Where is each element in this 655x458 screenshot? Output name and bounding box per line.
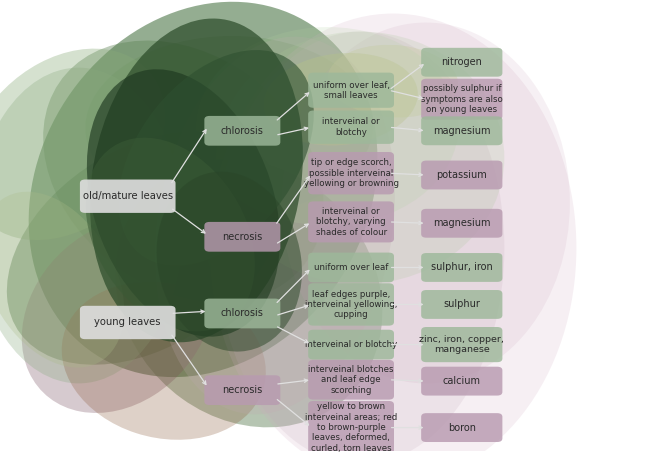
Text: sulphur: sulphur (443, 300, 480, 310)
FancyBboxPatch shape (309, 283, 394, 326)
Ellipse shape (90, 18, 303, 342)
FancyBboxPatch shape (309, 401, 394, 454)
Text: necrosis: necrosis (222, 385, 263, 395)
Ellipse shape (157, 172, 302, 352)
Text: potassium: potassium (436, 170, 487, 180)
FancyBboxPatch shape (421, 161, 502, 190)
Ellipse shape (263, 53, 418, 146)
Ellipse shape (196, 27, 458, 225)
Text: magnesium: magnesium (433, 218, 491, 228)
Ellipse shape (216, 32, 504, 284)
Text: sulphur, iron: sulphur, iron (431, 262, 493, 273)
Ellipse shape (43, 41, 324, 302)
FancyBboxPatch shape (421, 367, 502, 396)
Ellipse shape (216, 32, 504, 458)
Ellipse shape (22, 218, 214, 413)
Ellipse shape (85, 36, 373, 217)
Ellipse shape (87, 69, 280, 337)
Text: calcium: calcium (443, 376, 481, 386)
Text: old/mature leaves: old/mature leaves (83, 191, 173, 201)
Text: nitrogen: nitrogen (441, 57, 482, 67)
Ellipse shape (29, 2, 377, 377)
Text: boron: boron (448, 423, 476, 433)
Text: magnesium: magnesium (433, 126, 491, 136)
FancyBboxPatch shape (309, 110, 394, 144)
Text: uniform over leaf,
small leaves: uniform over leaf, small leaves (312, 81, 390, 100)
Ellipse shape (0, 192, 124, 368)
Ellipse shape (7, 131, 282, 365)
FancyBboxPatch shape (309, 330, 394, 360)
Text: uniform over leaf: uniform over leaf (314, 263, 388, 272)
FancyBboxPatch shape (80, 180, 176, 213)
FancyBboxPatch shape (80, 306, 176, 339)
FancyBboxPatch shape (309, 202, 394, 242)
FancyBboxPatch shape (421, 253, 502, 282)
Text: interveinal blotches
and leaf edge
scorching: interveinal blotches and leaf edge scorc… (309, 365, 394, 395)
Ellipse shape (328, 45, 458, 118)
Ellipse shape (119, 50, 314, 266)
FancyBboxPatch shape (309, 73, 394, 108)
FancyBboxPatch shape (421, 327, 502, 362)
Text: interveinal or
blotchy, varying
shades of colour: interveinal or blotchy, varying shades o… (316, 207, 386, 237)
FancyBboxPatch shape (309, 152, 394, 194)
Ellipse shape (155, 37, 395, 414)
Text: possibly sulphur if
symptoms are also
on young leaves: possibly sulphur if symptoms are also on… (421, 84, 502, 114)
FancyBboxPatch shape (309, 252, 394, 282)
FancyBboxPatch shape (421, 290, 502, 319)
FancyBboxPatch shape (204, 222, 280, 252)
FancyBboxPatch shape (204, 375, 280, 405)
Text: zinc, iron, copper,
manganese: zinc, iron, copper, manganese (419, 335, 504, 354)
FancyBboxPatch shape (421, 413, 502, 442)
Text: necrosis: necrosis (222, 232, 263, 242)
Text: interveinal or
blotchy: interveinal or blotchy (322, 118, 380, 137)
Text: young leaves: young leaves (94, 317, 161, 327)
FancyBboxPatch shape (421, 116, 502, 145)
Text: tip or edge scorch,
possible interveinal
yellowing or browning: tip or edge scorch, possible interveinal… (303, 158, 399, 188)
Text: yellow to brown
interveinal areas; red
to brown-purple
leaves, deformed,
curled,: yellow to brown interveinal areas; red t… (305, 402, 397, 453)
FancyBboxPatch shape (309, 360, 394, 400)
Text: chlorosis: chlorosis (221, 309, 264, 318)
FancyBboxPatch shape (204, 116, 280, 146)
Ellipse shape (0, 49, 165, 240)
Text: interveinal or blotchy: interveinal or blotchy (305, 340, 397, 349)
Ellipse shape (86, 138, 255, 332)
Ellipse shape (62, 282, 266, 440)
FancyBboxPatch shape (421, 209, 502, 238)
FancyBboxPatch shape (421, 48, 502, 76)
Ellipse shape (115, 159, 383, 427)
FancyBboxPatch shape (421, 79, 502, 120)
Text: chlorosis: chlorosis (221, 126, 264, 136)
Ellipse shape (0, 68, 183, 383)
Text: leaf edges purple,
interveinal yellowing,
cupping: leaf edges purple, interveinal yellowing… (305, 289, 398, 319)
Ellipse shape (282, 22, 570, 383)
Ellipse shape (210, 14, 576, 458)
FancyBboxPatch shape (204, 299, 280, 328)
